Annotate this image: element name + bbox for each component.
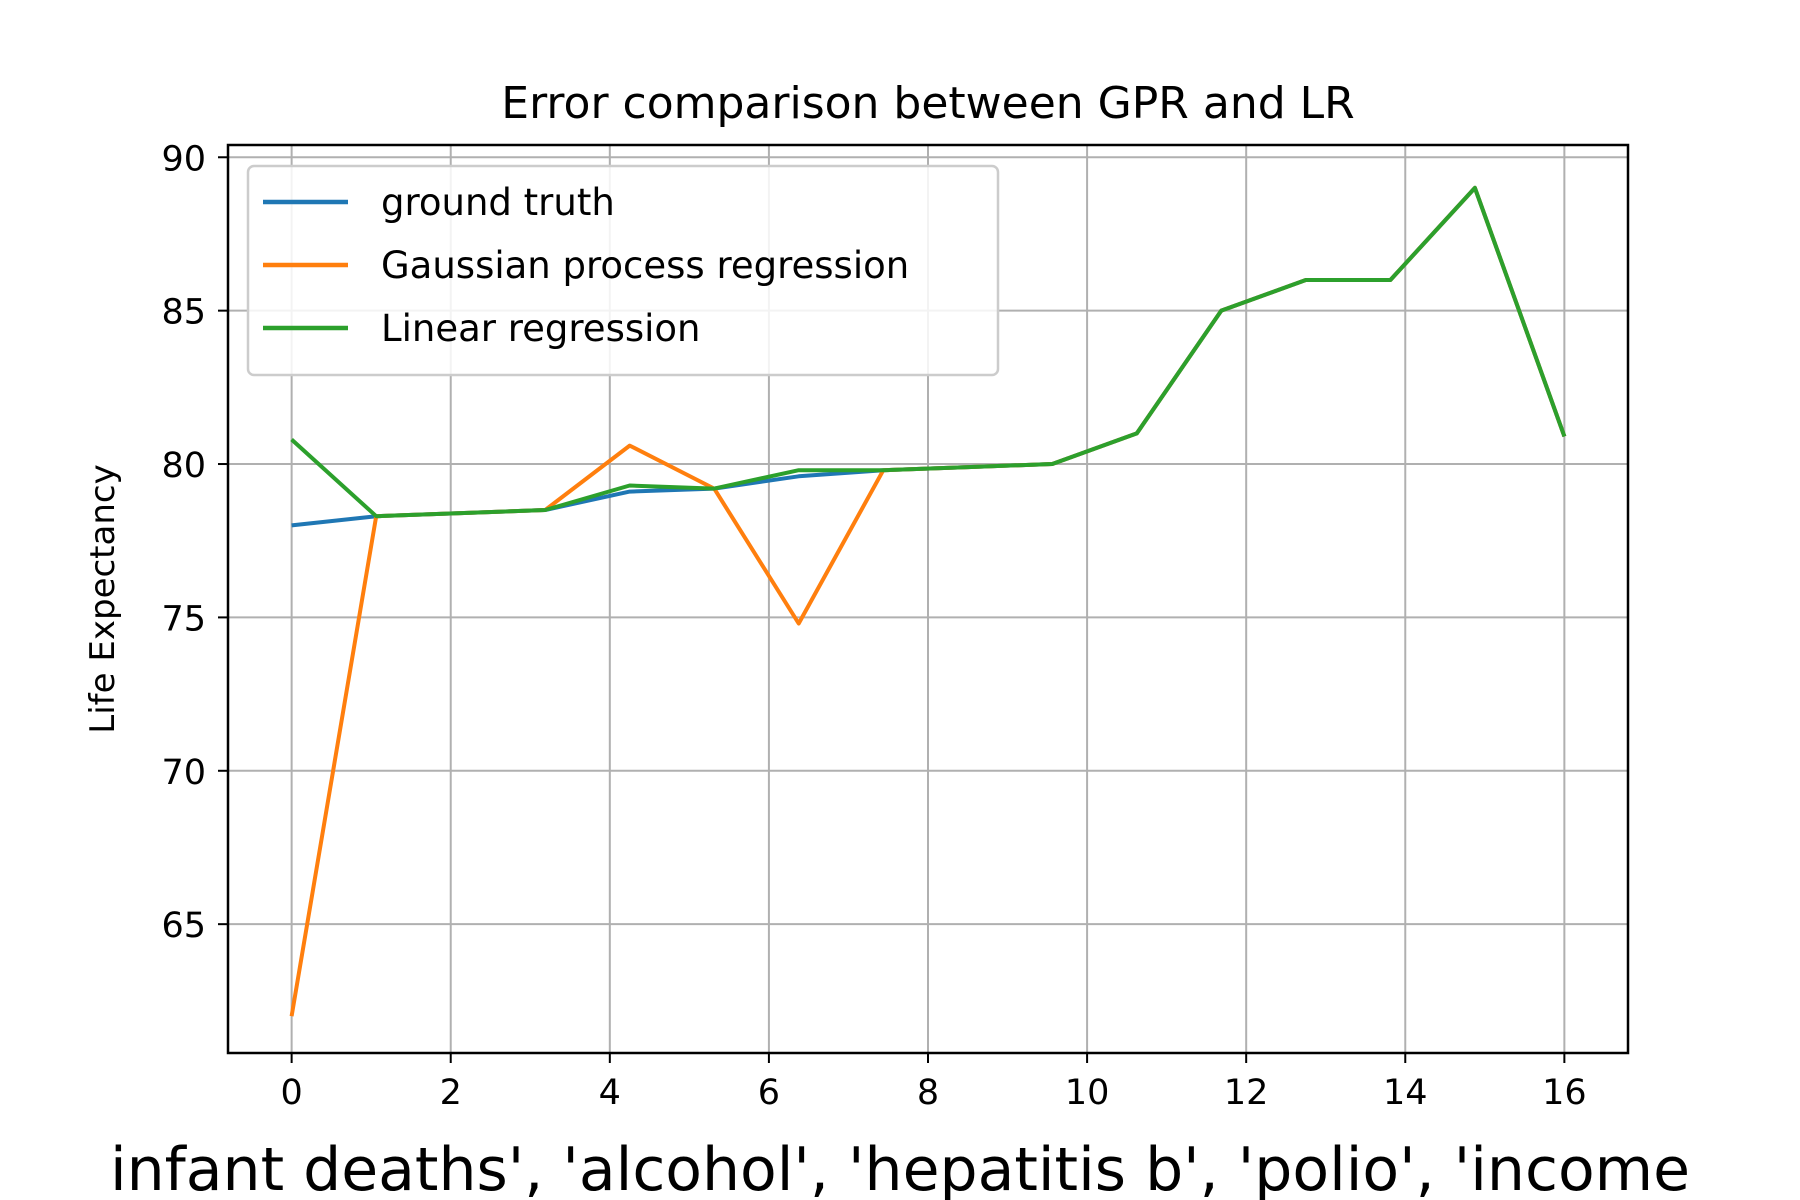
- x-tick-label: 14: [1383, 1073, 1428, 1113]
- y-tick-label: 85: [161, 293, 206, 333]
- y-tick-label: 65: [161, 906, 206, 946]
- x-tick-label: 16: [1542, 1073, 1587, 1113]
- x-axis-label: infant deaths', 'alcohol', 'hepatitis b'…: [110, 1135, 1690, 1200]
- x-tick-label: 4: [599, 1073, 621, 1113]
- y-tick-label: 75: [161, 599, 206, 639]
- legend-label: Linear regression: [381, 307, 701, 350]
- series-lines: [289, 185, 1567, 1017]
- legend: ground truth Gaussian process regression L…: [246, 164, 1000, 377]
- x-tick-label: 6: [758, 1073, 780, 1113]
- legend-label: Gaussian process regression: [381, 244, 909, 287]
- y-tick-label: 80: [161, 446, 206, 486]
- x-tick-label: 8: [917, 1073, 939, 1113]
- y-tick-label: 70: [161, 753, 206, 793]
- y-axis-label: Life Expectancy: [83, 464, 123, 733]
- legend-box: [246, 164, 1000, 377]
- x-tick-label: 2: [440, 1073, 462, 1113]
- x-tick-label: 12: [1224, 1073, 1269, 1113]
- y-tick-label: 90: [161, 139, 206, 179]
- series-line-3: [290, 185, 1567, 519]
- legend-label: ground truth: [381, 181, 615, 224]
- axis-ticks: 0 2 4 6 8 10 12 14 16 65 70 75 80 85 90: [161, 139, 1586, 1113]
- x-tick-label: 10: [1065, 1073, 1110, 1113]
- chart-title: Error comparison between GPR and LR: [501, 78, 1354, 129]
- x-tick-label: 0: [280, 1073, 302, 1113]
